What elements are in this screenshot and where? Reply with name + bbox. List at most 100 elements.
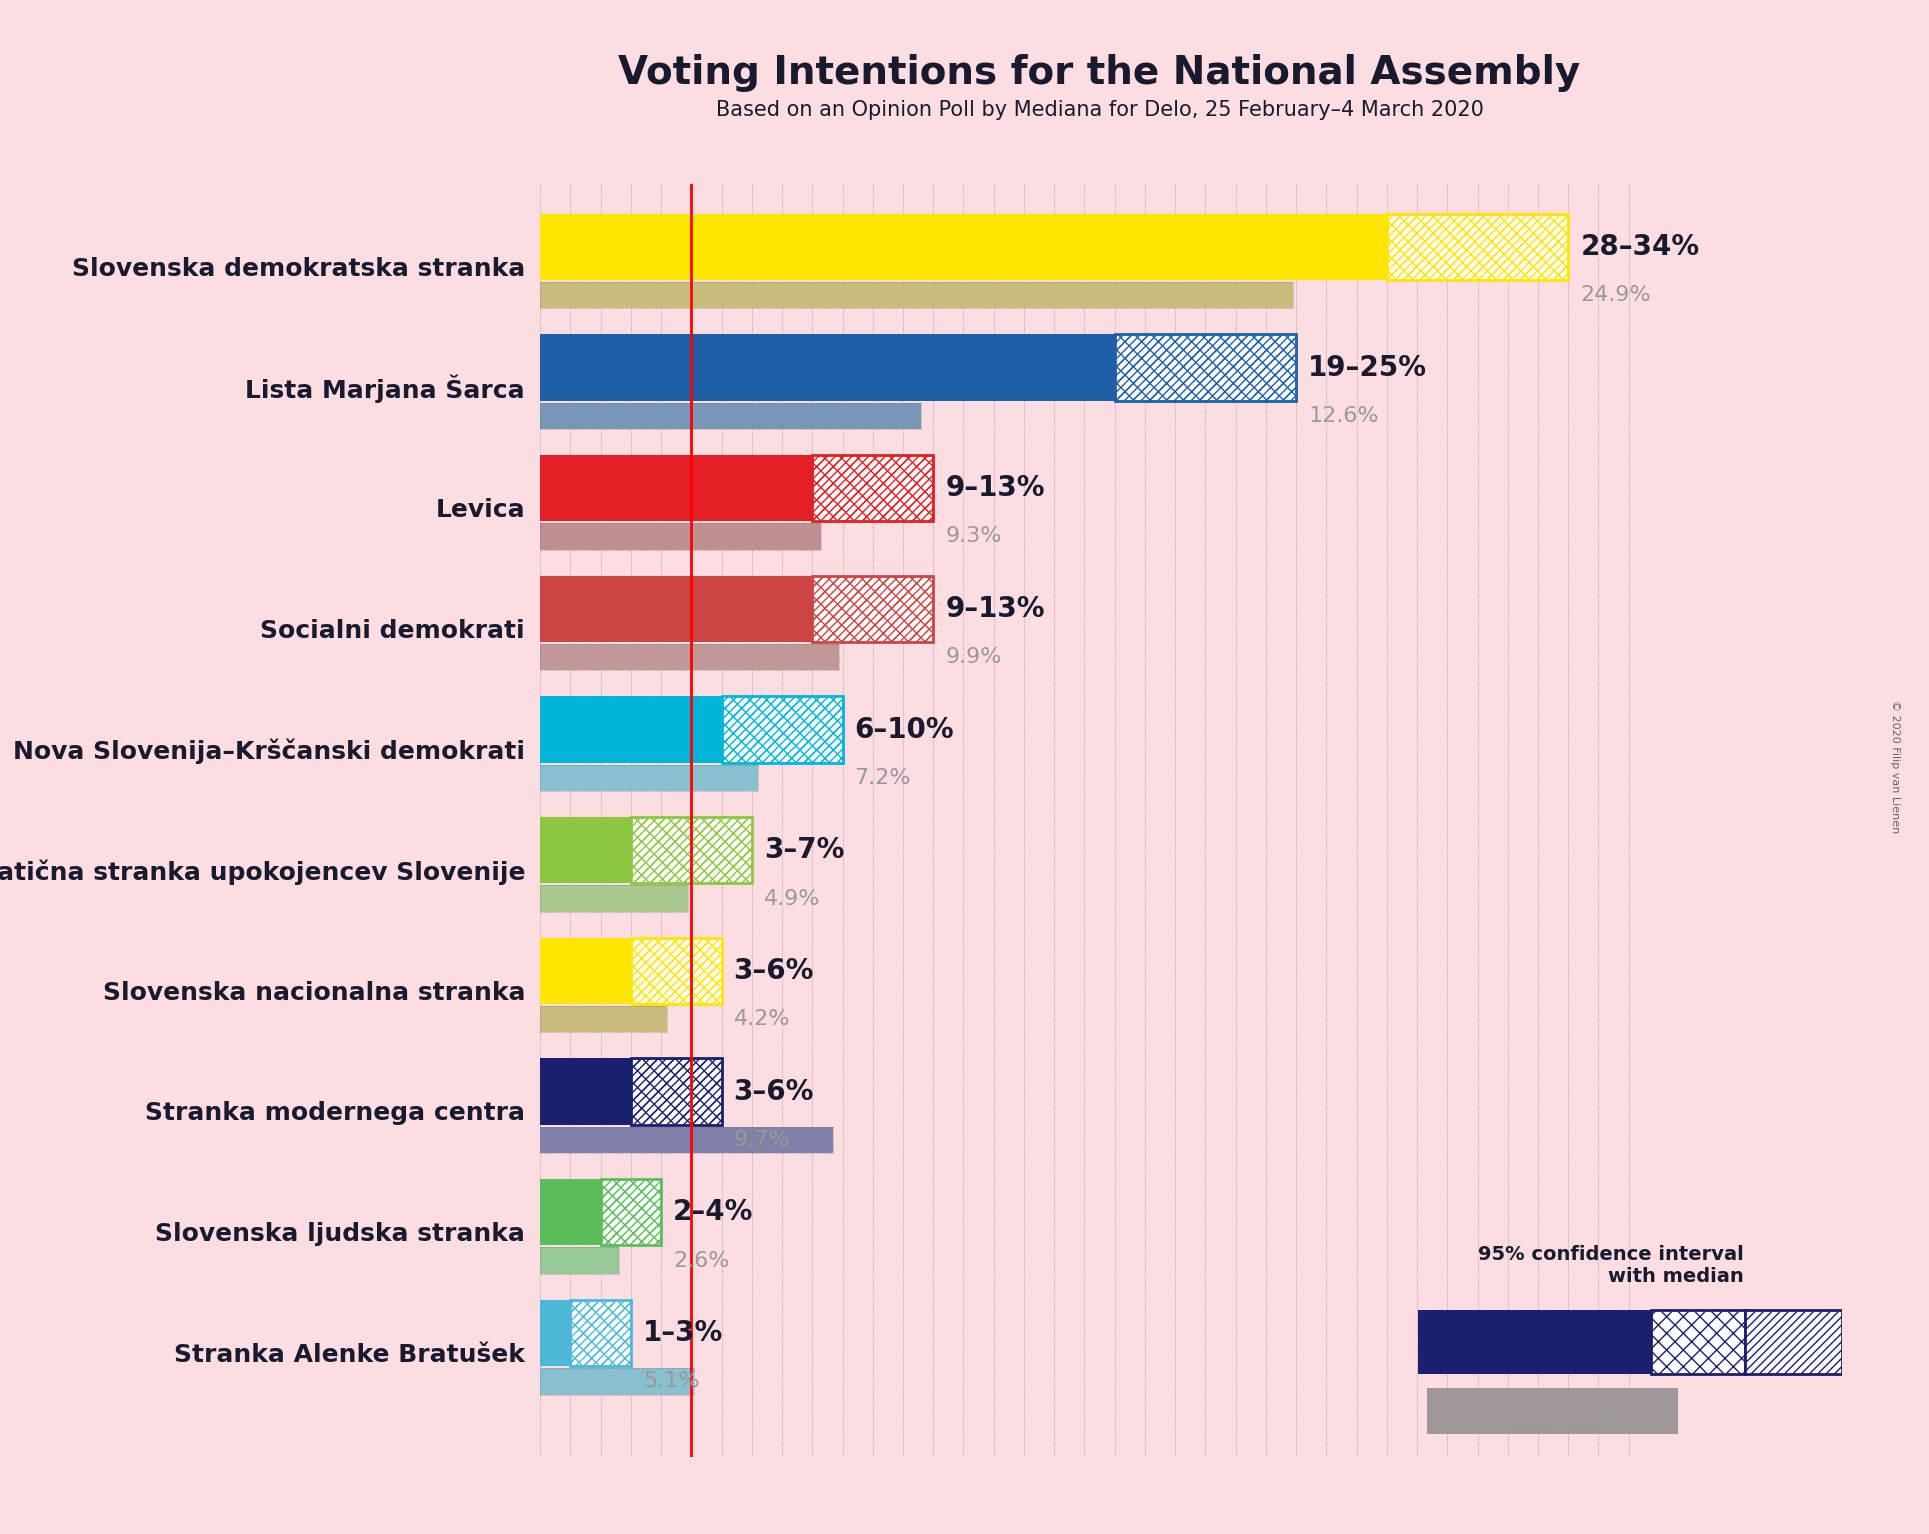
Bar xyxy=(540,1006,667,1032)
Text: 9.7%: 9.7% xyxy=(733,1131,791,1150)
Bar xyxy=(600,1180,662,1246)
Bar xyxy=(631,937,721,1005)
Text: Last result: Last result xyxy=(1510,1417,1615,1436)
Bar xyxy=(1115,334,1296,400)
Bar xyxy=(540,644,839,670)
Bar xyxy=(540,402,922,430)
Bar xyxy=(631,1058,721,1124)
Text: 6–10%: 6–10% xyxy=(855,715,955,744)
Bar xyxy=(1115,334,1296,400)
Bar xyxy=(631,1058,721,1124)
Bar xyxy=(540,885,689,911)
Text: 2–4%: 2–4% xyxy=(673,1198,754,1226)
Bar xyxy=(600,1180,662,1246)
Bar xyxy=(540,282,1292,308)
Text: Levica: Levica xyxy=(436,499,525,522)
Text: 24.9%: 24.9% xyxy=(1580,285,1651,305)
Bar xyxy=(631,937,721,1005)
Bar xyxy=(540,456,812,522)
Text: Socialni demokrati: Socialni demokrati xyxy=(260,618,525,643)
Text: 9–13%: 9–13% xyxy=(945,474,1046,502)
Bar xyxy=(812,456,934,522)
Bar xyxy=(540,885,689,911)
Bar xyxy=(540,575,812,643)
Bar xyxy=(540,764,758,792)
Bar xyxy=(540,1299,571,1367)
Bar xyxy=(631,937,721,1005)
Text: 7.2%: 7.2% xyxy=(855,769,910,788)
Bar xyxy=(540,213,1387,281)
Bar xyxy=(540,282,1292,308)
Text: 28–34%: 28–34% xyxy=(1580,233,1699,261)
Bar xyxy=(1744,1310,1842,1374)
Bar xyxy=(540,696,721,762)
Bar xyxy=(540,523,822,549)
Bar xyxy=(540,644,839,670)
Bar xyxy=(631,818,752,884)
Text: Demokratična stranka upokojencev Slovenije: Demokratična stranka upokojencev Sloveni… xyxy=(0,859,525,885)
Text: 12.6%: 12.6% xyxy=(1308,407,1379,426)
Bar xyxy=(812,575,934,643)
Bar xyxy=(1387,213,1568,281)
Bar xyxy=(812,456,934,522)
Bar xyxy=(571,1299,631,1367)
Bar xyxy=(812,575,934,643)
Bar xyxy=(571,1299,631,1367)
Bar xyxy=(540,764,758,792)
Bar xyxy=(812,575,934,643)
Text: Slovenska demokratska stranka: Slovenska demokratska stranka xyxy=(71,256,525,281)
Text: Based on an Opinion Poll by Mediana for Delo, 25 February–4 March 2020: Based on an Opinion Poll by Mediana for … xyxy=(716,100,1483,120)
Text: © 2020 Filip van Lienen: © 2020 Filip van Lienen xyxy=(1890,701,1900,833)
Bar xyxy=(540,1368,694,1394)
Text: Nova Slovenija–Krščanski demokrati: Nova Slovenija–Krščanski demokrati xyxy=(14,738,525,764)
Bar xyxy=(571,1299,631,1367)
Bar xyxy=(812,456,934,522)
Bar xyxy=(540,334,1115,400)
Bar xyxy=(540,1126,833,1154)
Text: Slovenska ljudska stranka: Slovenska ljudska stranka xyxy=(154,1223,525,1246)
Bar xyxy=(540,1126,833,1154)
Text: 2.6%: 2.6% xyxy=(673,1250,729,1270)
Text: 95% confidence interval
with median: 95% confidence interval with median xyxy=(1478,1246,1744,1285)
Bar xyxy=(540,818,631,884)
Text: 5.1%: 5.1% xyxy=(642,1371,700,1391)
Text: Slovenska nacionalna stranka: Slovenska nacionalna stranka xyxy=(102,980,525,1005)
Text: Lista Marjana Šarca: Lista Marjana Šarca xyxy=(245,374,525,403)
Bar xyxy=(540,523,822,549)
Bar xyxy=(631,818,752,884)
Text: 9.9%: 9.9% xyxy=(945,647,1001,667)
Bar xyxy=(540,1247,619,1273)
Bar xyxy=(1651,1310,1744,1374)
Bar xyxy=(631,1058,721,1124)
Text: 4.2%: 4.2% xyxy=(733,1009,791,1029)
Bar xyxy=(1744,1310,1842,1374)
Bar xyxy=(540,1058,631,1124)
Text: 3–6%: 3–6% xyxy=(733,1077,814,1106)
Text: Stranka Alenke Bratušek: Stranka Alenke Bratušek xyxy=(174,1342,525,1367)
Bar xyxy=(721,696,843,762)
Text: Voting Intentions for the National Assembly: Voting Intentions for the National Assem… xyxy=(619,54,1580,92)
Bar xyxy=(631,818,752,884)
Text: 4.9%: 4.9% xyxy=(764,888,820,908)
Bar xyxy=(540,402,922,430)
Bar xyxy=(1418,1310,1651,1374)
Bar xyxy=(540,1006,667,1032)
Bar xyxy=(721,696,843,762)
Text: 3–7%: 3–7% xyxy=(764,836,845,864)
Text: 9.3%: 9.3% xyxy=(945,526,1001,546)
Bar xyxy=(540,937,631,1005)
Bar xyxy=(1387,213,1568,281)
Bar xyxy=(1387,213,1568,281)
Text: 1–3%: 1–3% xyxy=(642,1319,723,1347)
Bar xyxy=(540,1247,619,1273)
Bar xyxy=(540,1180,600,1246)
Bar xyxy=(1427,1388,1678,1434)
Bar xyxy=(540,1368,694,1394)
Bar xyxy=(1115,334,1296,400)
Bar xyxy=(721,696,843,762)
Text: 9–13%: 9–13% xyxy=(945,595,1046,623)
Text: 3–6%: 3–6% xyxy=(733,957,814,985)
Text: 19–25%: 19–25% xyxy=(1308,353,1427,382)
Text: Stranka modernega centra: Stranka modernega centra xyxy=(145,1101,525,1126)
Bar xyxy=(1651,1310,1744,1374)
